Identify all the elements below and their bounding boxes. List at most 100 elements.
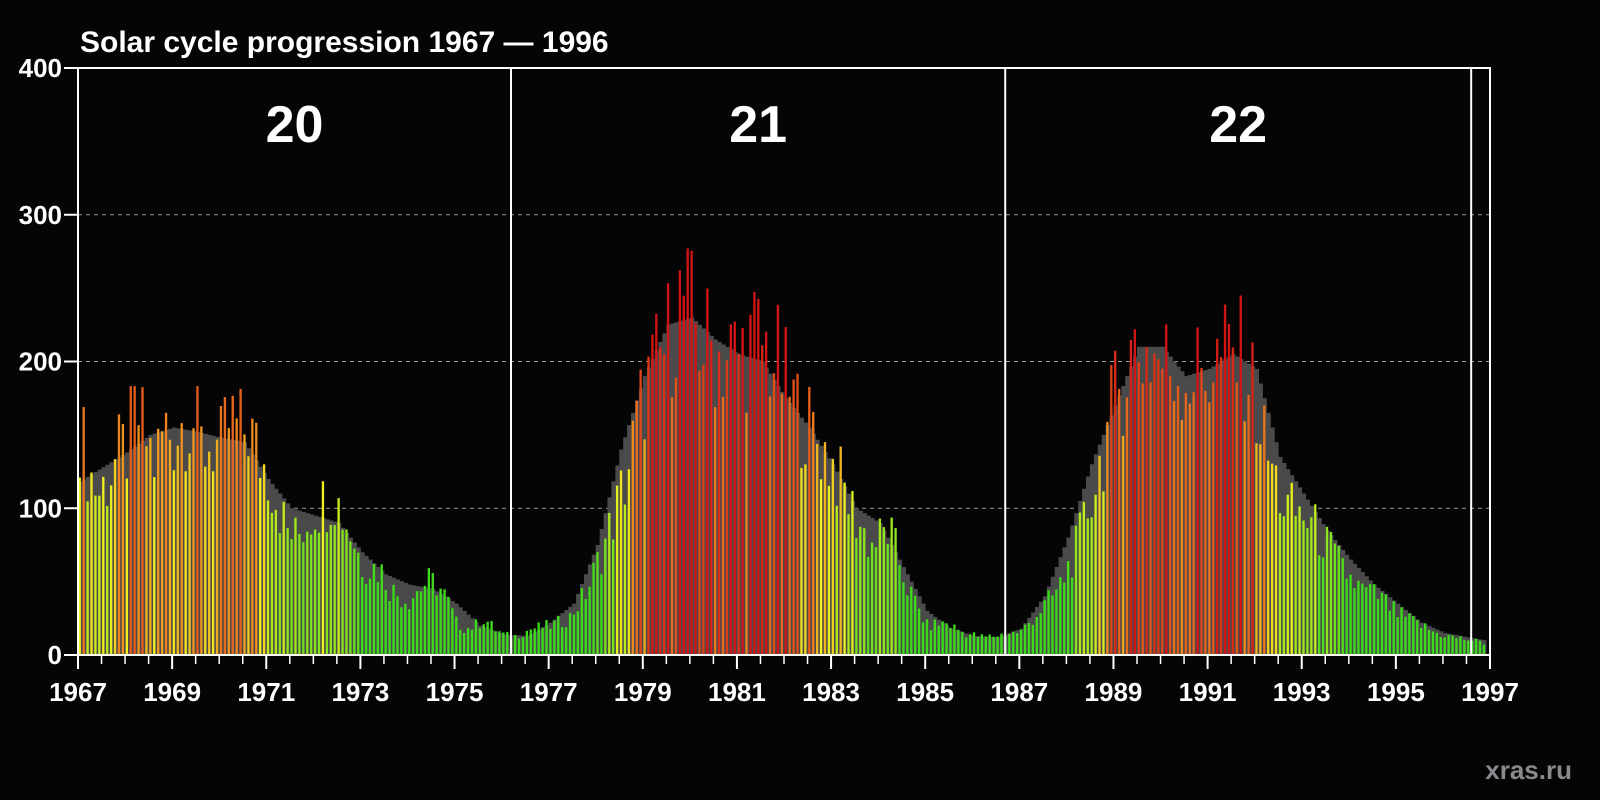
monthly-bar	[1019, 629, 1023, 655]
x-tick-label: 1985	[896, 677, 954, 707]
monthly-bar	[1388, 610, 1391, 655]
x-tick-label: 1989	[1085, 677, 1143, 707]
monthly-bar	[286, 527, 289, 655]
monthly-bar	[172, 470, 176, 655]
monthly-bar	[419, 591, 423, 655]
monthly-bar	[815, 443, 819, 655]
monthly-bar	[133, 386, 136, 655]
monthly-bar	[494, 631, 497, 655]
monthly-bar	[1149, 382, 1152, 655]
x-tick-label: 1971	[237, 677, 295, 707]
monthly-bar	[1133, 329, 1136, 655]
monthly-bar	[337, 498, 340, 655]
monthly-bar	[1443, 637, 1446, 655]
monthly-bar	[196, 386, 199, 655]
monthly-bar	[1463, 639, 1466, 655]
monthly-bar	[874, 547, 878, 655]
monthly-bar	[251, 418, 254, 655]
monthly-bar	[1329, 531, 1333, 655]
axes: 0 100 200 300 400 1967 1969 1971 1973 1975 1977 197…	[19, 53, 1519, 707]
monthly-bar	[243, 434, 246, 655]
monthly-bar	[1416, 620, 1419, 655]
monthly-bar	[933, 619, 936, 655]
monthly-bar	[1278, 513, 1282, 655]
monthly-bar	[753, 292, 756, 655]
monthly-bar	[255, 422, 258, 655]
monthly-bar	[870, 542, 874, 655]
monthly-bar	[529, 629, 532, 655]
monthly-bar	[921, 622, 925, 655]
monthly-bar	[710, 340, 713, 655]
monthly-bar	[553, 620, 556, 655]
monthly-bar	[788, 396, 791, 655]
monthly-bar	[164, 412, 168, 655]
monthly-bar	[557, 615, 560, 655]
monthly-bar	[313, 529, 317, 655]
monthly-bar	[78, 477, 81, 655]
monthly-bar	[843, 482, 846, 655]
monthly-bar	[1223, 304, 1227, 655]
monthly-bar	[129, 386, 132, 655]
monthly-bar	[270, 512, 274, 655]
monthly-bar	[1380, 592, 1384, 655]
monthly-bar	[1016, 633, 1019, 655]
monthly-bar	[1263, 405, 1266, 655]
monthly-bar	[192, 428, 195, 655]
monthly-bar	[992, 636, 995, 655]
monthly-bar	[1447, 634, 1450, 655]
monthly-bar	[1482, 644, 1486, 655]
monthly-bar	[1117, 388, 1121, 655]
monthly-bar	[521, 637, 525, 655]
monthly-bar	[541, 628, 544, 655]
monthly-bar	[866, 556, 870, 655]
monthly-bar	[1376, 598, 1380, 655]
monthly-bar	[980, 634, 984, 655]
monthly-bar	[157, 428, 160, 655]
monthly-bar	[333, 525, 336, 655]
monthly-bar	[1059, 577, 1062, 655]
monthly-bar	[972, 632, 976, 655]
monthly-bar	[812, 412, 815, 655]
monthly-bar	[1396, 617, 1399, 655]
monthly-bar	[113, 459, 117, 655]
monthly-bar	[1451, 635, 1454, 655]
monthly-bar	[737, 353, 740, 655]
monthly-bar	[827, 485, 831, 655]
monthly-bar	[208, 451, 211, 655]
monthly-bar	[733, 321, 736, 655]
monthly-bar	[408, 609, 411, 655]
monthly-bar	[1404, 616, 1407, 655]
y-tick-label: 100	[19, 493, 62, 523]
monthly-bar	[604, 538, 607, 655]
x-tick-label: 1975	[426, 677, 484, 707]
monthly-bar	[839, 446, 842, 655]
monthly-bar	[364, 583, 368, 655]
monthly-bar	[957, 629, 960, 655]
monthly-bar	[235, 418, 238, 655]
monthly-bar	[278, 533, 281, 655]
monthly-bar	[431, 573, 434, 655]
monthly-bar	[945, 623, 948, 655]
monthly-bar	[1094, 494, 1097, 655]
monthly-bar	[353, 548, 356, 655]
monthly-bar	[443, 589, 446, 655]
monthly-bar	[298, 534, 301, 655]
monthly-bar	[772, 373, 776, 655]
monthly-bar	[855, 538, 858, 655]
monthly-bar	[376, 582, 380, 655]
monthly-bar	[82, 407, 85, 655]
monthly-bar	[474, 619, 478, 655]
monthly-bar	[1180, 420, 1184, 655]
monthly-bar	[596, 552, 599, 655]
monthly-bar	[98, 495, 101, 655]
monthly-bar	[678, 270, 682, 655]
monthly-bar	[757, 298, 760, 655]
monthly-bar	[894, 528, 897, 655]
monthly-bar	[953, 624, 956, 655]
x-tick-label: 1977	[520, 677, 578, 707]
monthly-bar	[1039, 613, 1042, 655]
monthly-bar	[831, 458, 834, 655]
monthly-bar	[721, 396, 725, 655]
monthly-bar	[631, 420, 634, 655]
